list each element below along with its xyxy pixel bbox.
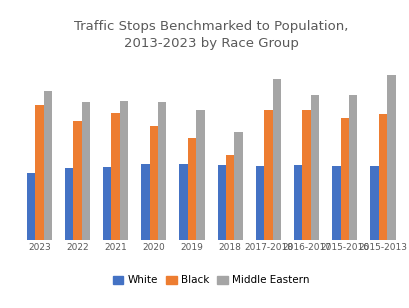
Bar — [263, 111, 272, 240]
Bar — [81, 102, 90, 240]
Bar — [43, 91, 52, 240]
Bar — [310, 95, 319, 240]
Bar — [272, 79, 280, 240]
Bar — [141, 164, 149, 240]
Bar — [217, 165, 225, 240]
Bar — [386, 75, 395, 240]
Bar — [234, 132, 242, 240]
Bar — [331, 165, 340, 240]
Bar — [340, 118, 348, 240]
Bar — [369, 165, 378, 240]
Bar — [302, 111, 310, 240]
Bar — [187, 138, 196, 240]
Bar — [27, 173, 35, 240]
Bar — [103, 167, 111, 240]
Bar — [73, 121, 81, 240]
Bar — [255, 165, 263, 240]
Bar — [65, 168, 73, 240]
Legend: White, Black, Middle Eastern: White, Black, Middle Eastern — [108, 271, 313, 290]
Bar — [348, 95, 357, 240]
Bar — [111, 113, 119, 240]
Bar — [378, 114, 386, 240]
Bar — [179, 164, 187, 240]
Bar — [149, 126, 158, 240]
Bar — [35, 105, 43, 240]
Bar — [196, 111, 204, 240]
Bar — [158, 102, 166, 240]
Bar — [293, 165, 302, 240]
Bar — [119, 101, 128, 240]
Title: Traffic Stops Benchmarked to Population,
2013-2023 by Race Group: Traffic Stops Benchmarked to Population,… — [74, 20, 348, 50]
Bar — [225, 155, 234, 240]
